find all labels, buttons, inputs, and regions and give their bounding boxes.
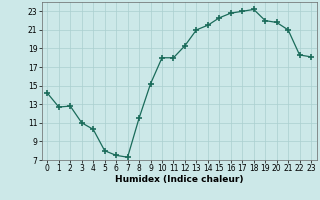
X-axis label: Humidex (Indice chaleur): Humidex (Indice chaleur) — [115, 175, 244, 184]
